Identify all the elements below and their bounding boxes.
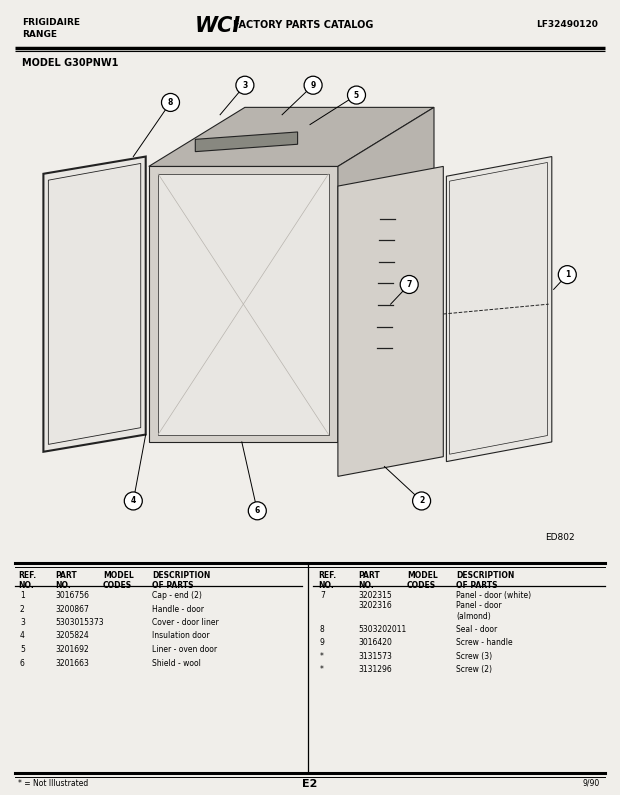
Circle shape [347,86,366,104]
Text: Cap - end (2): Cap - end (2) [152,591,202,600]
Text: 5: 5 [354,91,359,99]
Text: 7: 7 [320,591,325,600]
Text: Seal - door: Seal - door [456,625,497,634]
Circle shape [124,492,143,510]
Text: Screw (3): Screw (3) [456,652,492,661]
Text: FACTORY PARTS CATALOG: FACTORY PARTS CATALOG [233,20,373,30]
Text: 1: 1 [20,591,25,600]
Polygon shape [195,132,298,152]
Polygon shape [149,166,338,442]
Text: PART
NO.: PART NO. [358,571,379,591]
Circle shape [236,76,254,95]
Text: PART
NO.: PART NO. [55,571,77,591]
Polygon shape [43,157,146,452]
Text: 3: 3 [242,81,247,90]
Text: DESCRIPTION
OF PARTS: DESCRIPTION OF PARTS [456,571,515,591]
Text: 3131573: 3131573 [358,652,392,661]
Text: Liner - oven door: Liner - oven door [152,645,217,654]
Text: *: * [320,652,324,661]
Text: 9/90: 9/90 [583,779,600,788]
Text: 3202315
3202316: 3202315 3202316 [358,591,392,611]
Text: Panel - door (white)
Panel - door
(almond): Panel - door (white) Panel - door (almon… [456,591,531,621]
Text: ED802: ED802 [545,533,575,542]
Text: Cover - door liner: Cover - door liner [152,618,219,627]
Polygon shape [338,166,443,476]
Text: 7: 7 [407,280,412,289]
Text: 8: 8 [168,98,173,107]
Text: REF.
NO.: REF. NO. [318,571,336,591]
Circle shape [558,266,577,284]
Text: RANGE: RANGE [22,30,57,39]
Text: REF.
NO.: REF. NO. [18,571,36,591]
Text: DESCRIPTION
OF PARTS: DESCRIPTION OF PARTS [152,571,210,591]
Text: 4: 4 [131,496,136,506]
Text: LF32490120: LF32490120 [536,20,598,29]
Text: 3: 3 [20,618,25,627]
Text: 4: 4 [20,631,25,641]
Text: 1: 1 [565,270,570,279]
Text: FRIGIDAIRE: FRIGIDAIRE [22,18,80,27]
Text: Insulation door: Insulation door [152,631,210,641]
Text: WCI: WCI [195,16,241,36]
Text: Screw - handle: Screw - handle [456,638,513,647]
Text: Screw (2): Screw (2) [456,665,492,674]
Text: 3205824: 3205824 [55,631,89,641]
Text: 6: 6 [255,506,260,515]
Text: E2: E2 [303,779,317,789]
Polygon shape [338,107,434,442]
Text: 2: 2 [20,604,25,614]
Text: 9: 9 [320,638,325,647]
Text: 8: 8 [320,625,325,634]
Text: 6: 6 [20,658,25,668]
Polygon shape [446,157,552,462]
Text: 5303015373: 5303015373 [55,618,104,627]
Text: 3201663: 3201663 [55,658,89,668]
Text: MODEL
CODES: MODEL CODES [407,571,438,591]
Text: 3016756: 3016756 [55,591,89,600]
Circle shape [248,502,267,520]
Polygon shape [149,107,434,166]
Text: 5303202011: 5303202011 [358,625,406,634]
Text: 5: 5 [20,645,25,654]
Text: 3016420: 3016420 [358,638,392,647]
Text: MODEL G30PNW1: MODEL G30PNW1 [22,58,118,68]
Text: MODEL
CODES: MODEL CODES [103,571,134,591]
Text: 3200867: 3200867 [55,604,89,614]
Text: 2: 2 [419,496,424,506]
Text: Shield - wool: Shield - wool [152,658,201,668]
Text: 9: 9 [311,81,316,90]
Circle shape [161,94,180,111]
Text: *: * [320,665,324,674]
Text: Handle - door: Handle - door [152,604,204,614]
Circle shape [304,76,322,95]
Polygon shape [158,174,329,435]
Text: * = Not Illustrated: * = Not Illustrated [18,779,88,788]
Circle shape [412,492,431,510]
Text: 3201692: 3201692 [55,645,89,654]
Text: 3131296: 3131296 [358,665,392,674]
Circle shape [400,276,419,293]
